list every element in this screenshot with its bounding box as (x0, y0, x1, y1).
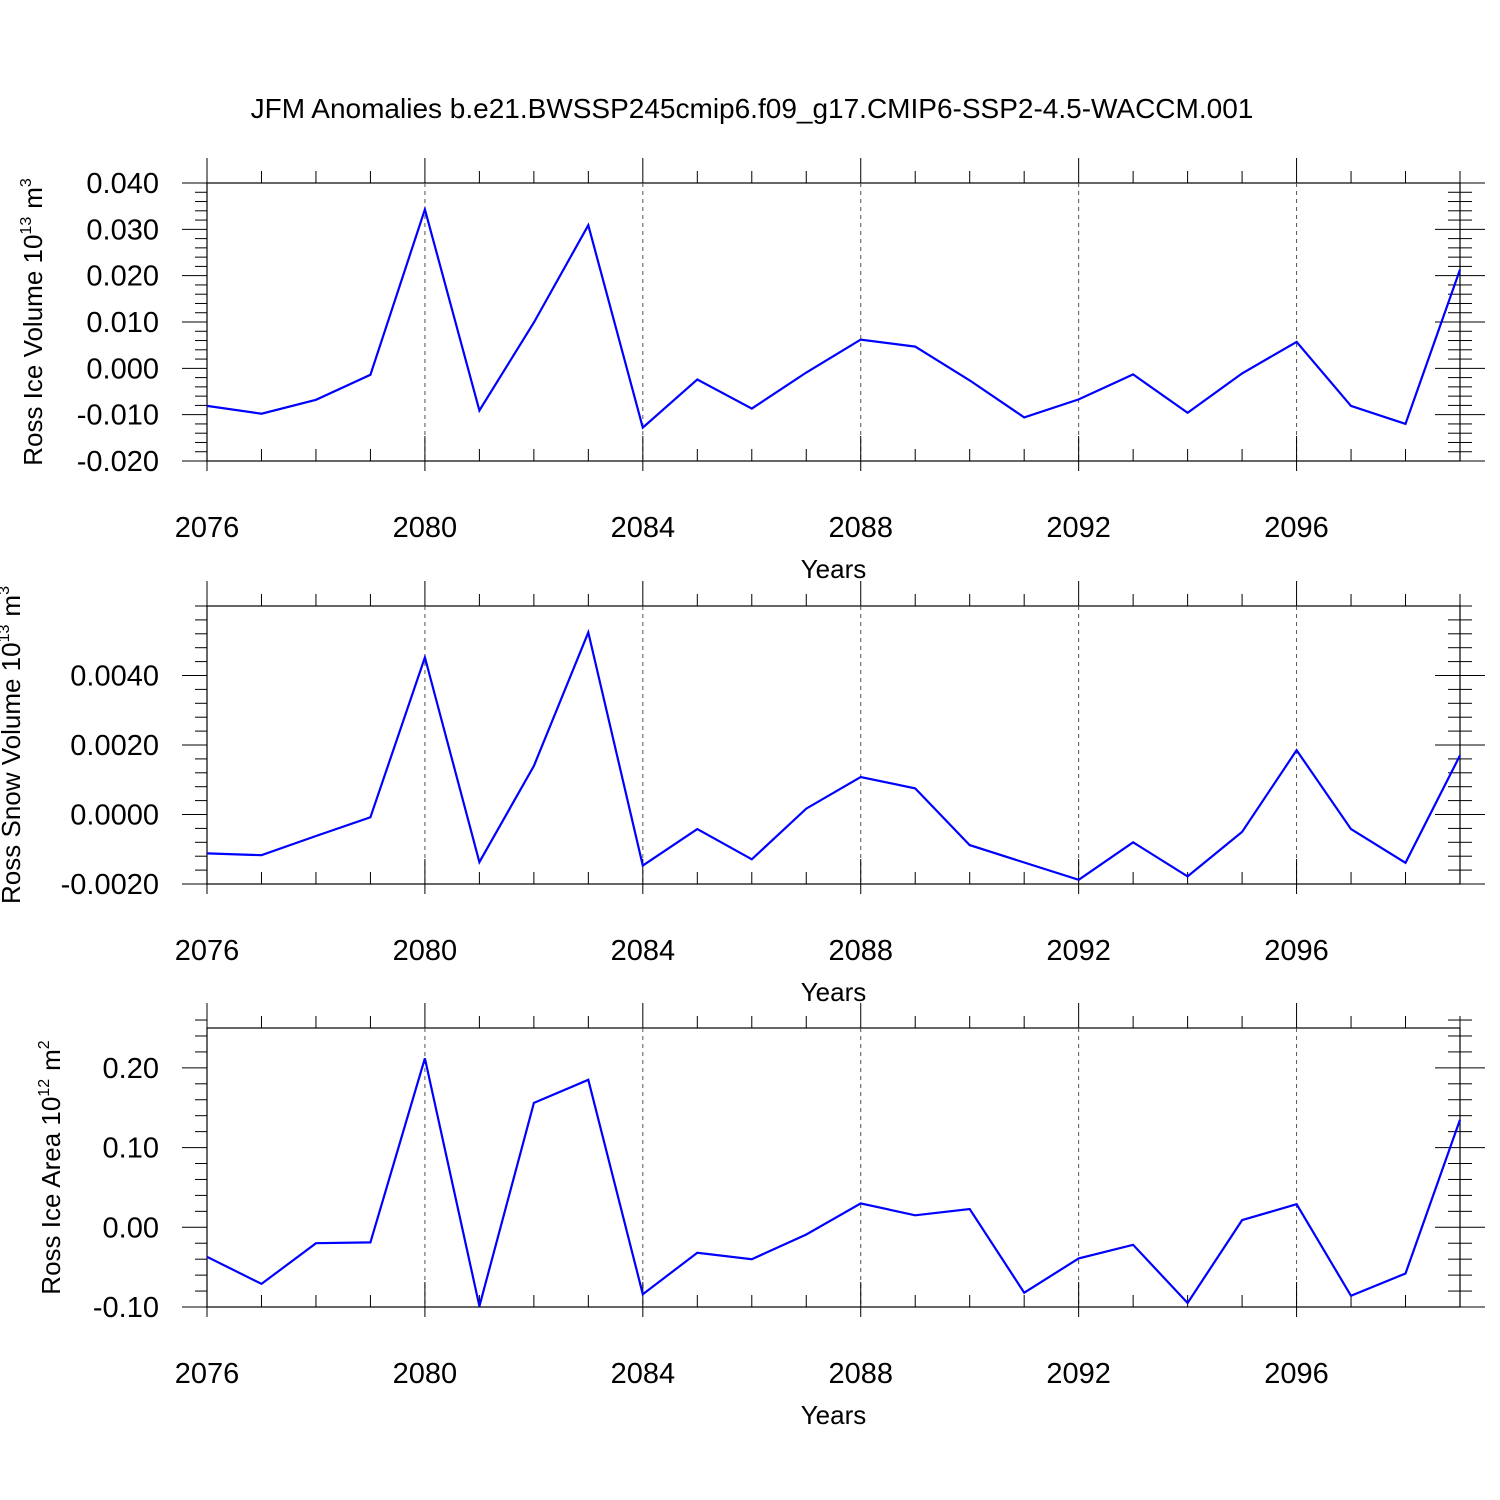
series-line (206, 1057, 1462, 1307)
y-axis-title: Ross Ice Area 1012 m2 (36, 1040, 66, 1294)
chart-panel-3: 2076 2080 2084 2088 2092 2096 Years -0.10 0.00 0.… (36, 1003, 1485, 1430)
x-tick-label: 2088 (828, 1358, 893, 1390)
y-axis-title-unit-exponent: 2 (36, 1040, 53, 1049)
x-axis-title: Years (801, 1400, 867, 1430)
plot-frame (206, 1027, 1461, 1308)
x-tick-label: 2084 (611, 1358, 676, 1390)
chart-panel-2: 2076 2080 2084 2088 2092 2096 Years -0.0020 0.00… (0, 581, 1485, 1007)
y-tick-label: 0.00 (103, 1212, 159, 1244)
plot-frame (206, 182, 1461, 462)
y-axis-title: Ross Ice Volume 1013 m3 (18, 178, 48, 466)
x-tick-label: 2076 (175, 935, 240, 967)
x-tick-label: 2096 (1264, 1358, 1329, 1390)
y-axis-title-exponent: 13 (18, 217, 35, 235)
y-axis-title-unit: m (18, 187, 48, 209)
x-axis-title: Years (801, 554, 867, 584)
x-tick-label: 2096 (1264, 935, 1329, 967)
y-axis-title-main: Ross Snow Volume 10 (0, 642, 26, 904)
y-tick-label: 0.030 (86, 214, 159, 246)
series-line (206, 628, 1461, 882)
y-axis-title-unit-exponent: 3 (18, 178, 35, 187)
y-tick-label: 0.020 (86, 261, 159, 293)
x-tick-label: 2080 (393, 512, 458, 544)
y-axis-title-main: Ross Ice Volume 10 (18, 235, 48, 466)
y-axis-title-exponent: 12 (36, 1079, 53, 1097)
x-tick-label: 2076 (175, 1358, 240, 1390)
y-axis-title-exponent: 13 (0, 624, 13, 642)
y-tick-label: 0.010 (86, 307, 159, 339)
x-tick-label: 2080 (393, 1358, 458, 1390)
x-tick-label: 2096 (1264, 512, 1329, 544)
chart-title: JFM Anomalies b.e21.BWSSP245cmip6.f09_g1… (251, 93, 1254, 124)
y-tick-label: 0.0020 (70, 730, 159, 762)
y-axis-title-unit: m (0, 595, 26, 617)
chart-panel-1: 2076 2080 2084 2088 2092 2096 Years -0.020 -0.01… (18, 158, 1485, 584)
y-axis-title: Ross Snow Volume 1013 m3 (0, 586, 26, 904)
y-tick-label: 0.0040 (70, 661, 159, 693)
x-tick-label: 2076 (175, 512, 240, 544)
y-tick-label: -0.10 (93, 1292, 159, 1324)
y-axis-title-main: Ross Ice Area 10 (36, 1097, 66, 1295)
x-tick-label: 2092 (1046, 1358, 1111, 1390)
x-tick-label: 2088 (828, 935, 893, 967)
y-tick-label: 0.10 (103, 1133, 159, 1165)
x-tick-label: 2092 (1046, 935, 1111, 967)
y-tick-label: -0.010 (77, 400, 159, 432)
x-tick-label: 2084 (611, 935, 676, 967)
x-tick-label: 2084 (611, 512, 676, 544)
y-tick-label: 0.20 (103, 1053, 159, 1085)
x-axis-title: Years (801, 977, 867, 1007)
x-tick-label: 2080 (393, 935, 458, 967)
y-tick-label: 0.040 (86, 168, 159, 200)
y-tick-label: -0.0020 (61, 869, 159, 901)
y-axis-title-unit: m (36, 1049, 66, 1071)
y-tick-label: 0.000 (86, 353, 159, 385)
y-tick-label: -0.020 (77, 446, 159, 478)
y-axis-title-unit-exponent: 3 (0, 586, 13, 595)
series-line (206, 205, 1462, 430)
x-tick-label: 2088 (828, 512, 893, 544)
x-tick-label: 2092 (1046, 512, 1111, 544)
y-tick-label: 0.0000 (70, 800, 159, 832)
